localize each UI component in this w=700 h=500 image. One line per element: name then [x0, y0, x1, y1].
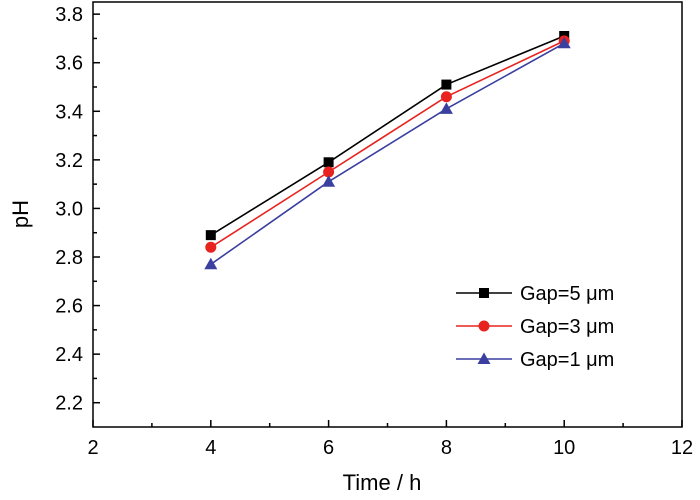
legend-item: Gap=1 μm [456, 349, 614, 371]
x-tick-label: 10 [553, 437, 575, 459]
data-point [323, 166, 335, 178]
x-tick-label: 2 [87, 437, 98, 459]
y-tick-label: 3.0 [55, 198, 83, 220]
data-point [204, 257, 218, 270]
series-line [210, 40, 565, 248]
legend-label: Gap=5 μm [520, 283, 614, 305]
legend-item: Gap=5 μm [456, 283, 614, 305]
plot-frame [92, 1, 683, 428]
tick-labels: 2 4 6 8 10 12 2.2 2.4 2.6 2.8 3.0 3.2 3.4 3.6 3.8 [55, 4, 693, 459]
data-point [557, 36, 571, 49]
series-triangle [204, 36, 571, 270]
series-layer [204, 31, 571, 270]
x-tick-label: 12 [671, 437, 693, 459]
series-line [210, 35, 565, 236]
legend: Gap=5 μm Gap=3 μm Gap=1 μm [456, 283, 614, 371]
series-square [205, 31, 570, 241]
y-tick-label: 3.4 [55, 101, 83, 123]
y-tick-label: 2.2 [55, 393, 83, 415]
data-point [441, 79, 452, 90]
y-tick-label: 3.2 [55, 150, 83, 172]
legend-label: Gap=3 μm [520, 316, 614, 338]
legend-marker [479, 288, 489, 298]
legend-marker [478, 320, 490, 332]
y-tick-label: 2.8 [55, 247, 83, 269]
y-tick-label: 2.4 [55, 344, 83, 366]
legend-label: Gap=1 μm [520, 349, 614, 371]
legend-item: Gap=3 μm [456, 316, 614, 338]
data-point [205, 241, 217, 253]
x-tick-label: 8 [441, 437, 452, 459]
data-point [440, 91, 452, 103]
legend-marker [477, 352, 491, 364]
y-tick-label: 3.8 [55, 4, 83, 26]
x-axis-title: Time / h [343, 470, 422, 495]
x-tick-label: 4 [205, 437, 216, 459]
x-tick-label: 6 [323, 437, 334, 459]
data-point [439, 102, 453, 114]
data-point [323, 157, 334, 168]
y-tick-label: 3.6 [55, 53, 83, 75]
y-axis-title: pH [8, 200, 33, 228]
y-tick-label: 2.6 [55, 296, 83, 318]
series-line [210, 42, 565, 265]
series-circle [205, 35, 570, 253]
data-point [322, 175, 336, 187]
data-point [205, 230, 216, 241]
